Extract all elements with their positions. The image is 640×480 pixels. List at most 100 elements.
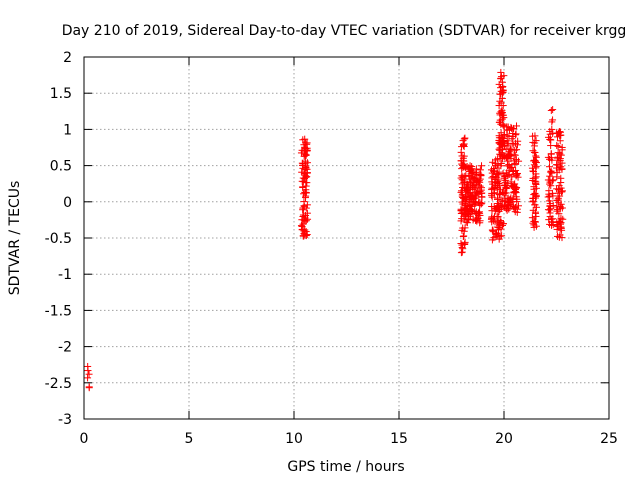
data-point — [557, 174, 565, 182]
data-point — [545, 163, 553, 171]
data-point — [549, 130, 557, 138]
data-point — [463, 184, 471, 192]
data-point — [549, 116, 557, 124]
data-point — [558, 146, 566, 154]
data-point — [547, 106, 555, 114]
data-point — [299, 212, 307, 220]
data-point — [496, 217, 504, 225]
data-point — [458, 248, 466, 256]
data-point — [304, 215, 312, 223]
data-point — [461, 198, 469, 206]
data-point — [302, 217, 310, 225]
data-point — [502, 185, 510, 193]
data-point — [530, 142, 538, 150]
data-point — [499, 109, 507, 117]
data-point — [500, 72, 508, 80]
y-tick-label: 1 — [63, 122, 72, 138]
data-point — [458, 192, 466, 200]
data-point — [529, 138, 537, 146]
data-point — [478, 162, 486, 170]
data-point — [460, 143, 468, 151]
data-point — [476, 219, 484, 227]
data-point — [300, 141, 308, 149]
data-point — [510, 204, 518, 212]
data-point — [532, 137, 540, 145]
data-point — [472, 198, 480, 206]
data-point — [494, 179, 502, 187]
data-point — [500, 114, 508, 122]
data-point — [555, 210, 563, 218]
data-point — [466, 212, 474, 220]
data-point — [512, 131, 520, 139]
data-point — [532, 203, 540, 211]
data-point — [506, 152, 514, 160]
data-point — [495, 80, 503, 88]
data-point — [503, 204, 511, 212]
data-point — [460, 135, 468, 143]
data-point — [510, 157, 518, 165]
data-point — [549, 106, 557, 114]
data-point — [300, 229, 308, 237]
data-point — [548, 177, 556, 185]
data-point — [554, 142, 562, 150]
data-point — [558, 165, 566, 173]
data-point — [497, 225, 505, 233]
data-point — [501, 189, 509, 197]
data-point — [548, 125, 556, 133]
y-tick-label: -1 — [58, 267, 72, 283]
data-point — [505, 161, 513, 169]
data-point — [530, 217, 538, 225]
data-point — [500, 131, 508, 139]
data-points — [84, 68, 567, 392]
data-point — [460, 232, 468, 240]
data-point — [502, 176, 510, 184]
data-point — [461, 238, 469, 246]
x-tick-label: 20 — [495, 431, 513, 447]
data-point — [499, 146, 507, 154]
data-point — [500, 220, 508, 228]
data-point — [532, 152, 540, 160]
data-point — [497, 162, 505, 170]
data-point — [556, 231, 564, 239]
data-point — [497, 68, 505, 76]
data-point — [531, 174, 539, 182]
data-point — [514, 202, 522, 210]
data-point — [457, 207, 465, 215]
data-point — [457, 148, 465, 156]
data-point — [488, 218, 496, 226]
data-point — [302, 204, 310, 212]
data-point — [547, 205, 555, 213]
data-point — [489, 228, 497, 236]
data-point — [493, 169, 501, 177]
data-point — [554, 149, 562, 157]
data-point — [511, 151, 519, 159]
data-point — [503, 126, 511, 134]
x-tick-label: 5 — [185, 431, 194, 447]
data-point — [300, 190, 308, 198]
data-point — [544, 176, 552, 184]
y-tick-label: -2.5 — [45, 376, 72, 392]
data-point — [546, 213, 554, 221]
data-point — [302, 182, 310, 190]
data-point — [513, 122, 521, 130]
data-point — [458, 208, 466, 216]
data-point — [501, 142, 509, 150]
data-point — [466, 162, 474, 170]
data-point — [303, 179, 311, 187]
data-point — [489, 180, 497, 188]
data-point — [493, 173, 501, 181]
data-point — [303, 169, 311, 177]
data-point — [488, 236, 496, 244]
data-point — [475, 209, 483, 217]
data-point — [303, 147, 311, 155]
data-point — [475, 170, 483, 178]
data-point — [85, 383, 93, 391]
data-point — [499, 88, 507, 96]
data-point — [558, 226, 566, 234]
y-tick-label: -2 — [58, 340, 72, 356]
data-point — [507, 178, 515, 186]
data-point — [530, 223, 538, 231]
data-point — [457, 249, 465, 257]
data-point — [497, 99, 505, 107]
